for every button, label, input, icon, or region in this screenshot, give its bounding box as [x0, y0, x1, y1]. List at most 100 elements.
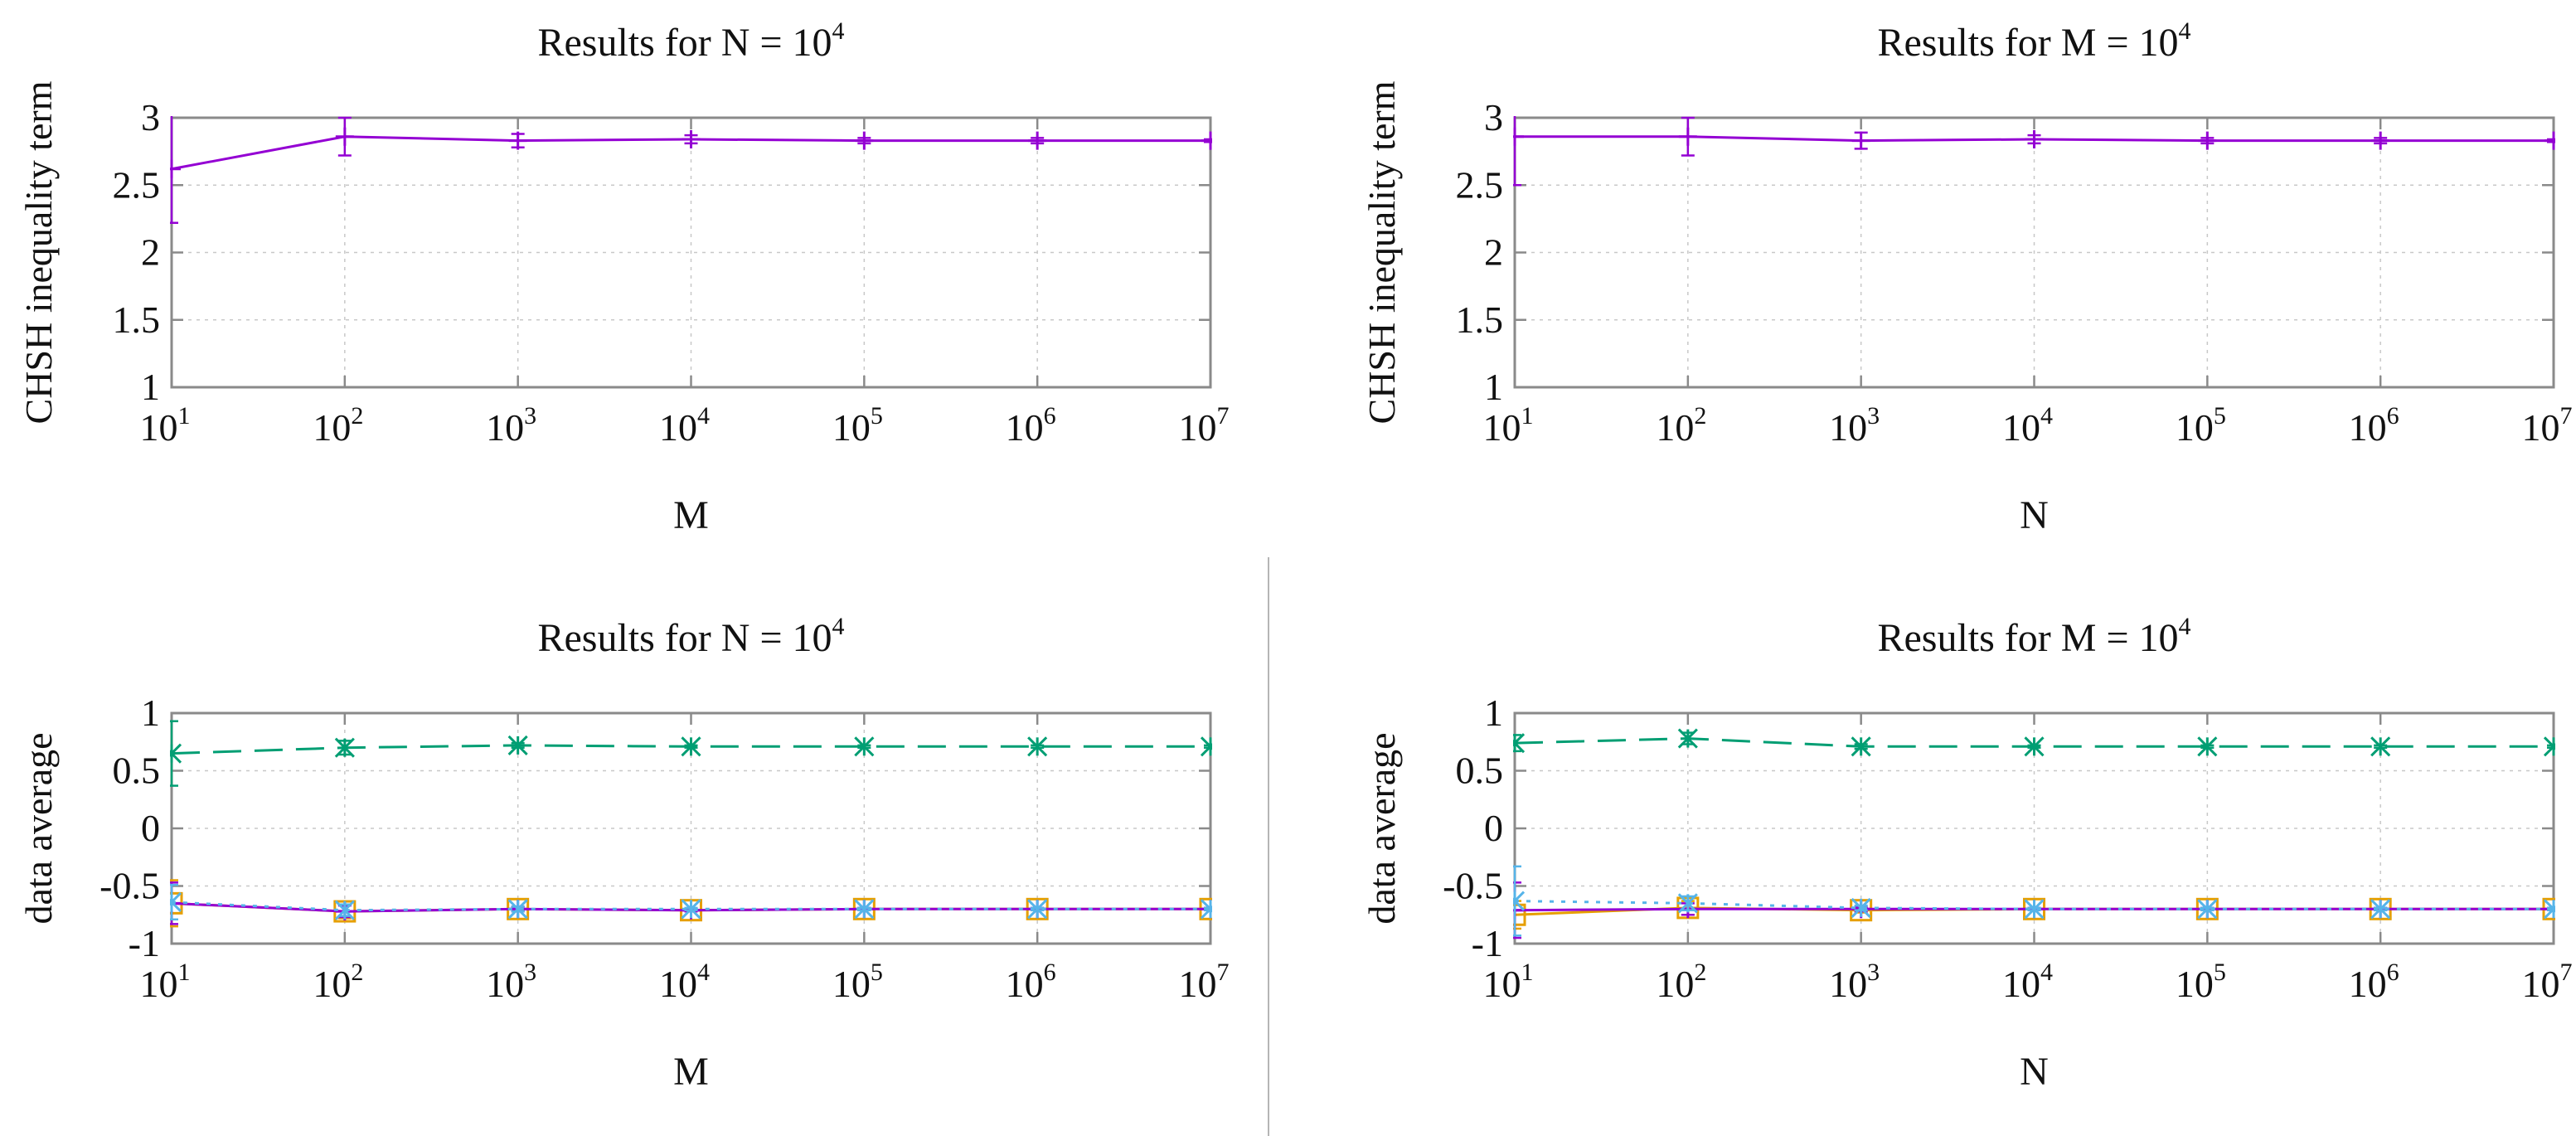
x-tick-exponent: 3: [1867, 959, 1880, 986]
y-tick-label: 1: [141, 692, 160, 734]
data-point: [2543, 899, 2555, 920]
x-tick-label: 101: [140, 959, 191, 1005]
data-point: [1200, 736, 1212, 757]
x-tick-label: 103: [1829, 402, 1880, 449]
x-tick-label: 104: [659, 402, 710, 449]
y-axis-label: CHSH inequality term: [1361, 80, 1403, 424]
x-tick-exponent: 6: [2387, 959, 2399, 986]
data-point: [2370, 899, 2391, 920]
x-tick-label: 107: [2522, 402, 2573, 449]
y-tick-label: 2: [141, 231, 160, 274]
x-tick-base: 10: [140, 963, 178, 1005]
x-tick-base: 10: [1179, 406, 1217, 449]
x-axis-label: M: [673, 1050, 709, 1094]
data-point: [681, 899, 701, 920]
x-tick-base: 10: [832, 963, 871, 1005]
x-tick-exponent: 4: [697, 402, 710, 430]
y-axis-label: data average: [17, 732, 60, 924]
y-tick-label: -0.5: [99, 865, 160, 907]
x-tick-exponent: 1: [1521, 402, 1534, 430]
data-point: [854, 899, 875, 920]
y-tick-label: 1.5: [113, 299, 161, 341]
x-tick-base: 10: [2349, 406, 2387, 449]
x-tick-exponent: 3: [1867, 402, 1880, 430]
x-tick-base: 10: [486, 406, 524, 449]
y-tick-label: 0.5: [113, 750, 161, 792]
data-point: [2371, 131, 2390, 150]
data-point: [681, 736, 701, 757]
x-tick-exponent: 4: [697, 959, 710, 986]
x-tick-base: 10: [2522, 406, 2560, 449]
x-tick-exponent: 1: [178, 959, 191, 986]
x-tick-exponent: 2: [351, 402, 363, 430]
x-tick-base: 10: [1179, 963, 1217, 1005]
data-point: [1677, 728, 1698, 749]
y-tick-label: 1: [141, 366, 160, 408]
y-tick-label: 2: [1484, 231, 1503, 274]
y-axis-label: data average: [1361, 732, 1403, 924]
y-tick-label: -0.5: [1443, 865, 1503, 907]
data-point: [1201, 131, 1212, 150]
data-point: [2370, 736, 2391, 757]
x-tick-base: 10: [140, 406, 178, 449]
data-point: [2024, 899, 2045, 920]
data-point: [2025, 130, 2044, 148]
x-tick-base: 10: [2176, 963, 2214, 1005]
x-tick-base: 10: [486, 963, 524, 1005]
data-point: [170, 743, 182, 764]
x-tick-exponent: 6: [1044, 959, 1056, 986]
x-tick-exponent: 5: [871, 402, 883, 430]
x-tick-label: 103: [486, 959, 536, 1005]
y-axis-label: CHSH inequality term: [17, 80, 60, 424]
x-tick-exponent: 2: [1694, 959, 1706, 986]
y-tick-label: 3: [1484, 96, 1503, 138]
chart-title-superscript: 4: [2179, 17, 2191, 45]
x-tick-label: 105: [2176, 402, 2226, 449]
x-tick-base: 10: [1006, 963, 1044, 1005]
data-point: [1851, 131, 1870, 150]
x-tick-base: 10: [1829, 406, 1867, 449]
x-tick-label: 106: [2349, 402, 2399, 449]
x-tick-exponent: 7: [2560, 402, 2573, 430]
x-tick-exponent: 5: [2214, 959, 2226, 986]
x-tick-label: 102: [313, 959, 363, 1005]
x-tick-exponent: 4: [2040, 959, 2053, 986]
data-point: [507, 899, 528, 920]
series-e1: [170, 720, 1212, 787]
data-point: [2543, 736, 2555, 757]
data-point: [334, 900, 355, 920]
x-tick-label: 102: [1656, 959, 1706, 1005]
x-tick-exponent: 6: [2387, 402, 2399, 430]
x-tick-label: 104: [2002, 959, 2053, 1005]
data-point: [334, 737, 355, 758]
x-axis-label: M: [673, 493, 709, 537]
x-tick-base: 10: [832, 406, 871, 449]
series-chsh: [1513, 116, 2555, 187]
x-tick-exponent: 1: [178, 402, 191, 430]
x-tick-label: 104: [659, 959, 710, 1005]
y-tick-label: 1: [1484, 692, 1503, 734]
series-e1: [1513, 728, 2555, 757]
x-tick-base: 10: [2349, 963, 2387, 1005]
x-tick-label: 106: [1006, 959, 1056, 1005]
x-tick-exponent: 7: [1217, 402, 1230, 430]
x-tick-label: 101: [1483, 402, 1534, 449]
y-tick-label: 0.5: [1456, 750, 1504, 792]
data-point: [2197, 899, 2218, 920]
x-tick-label: 105: [832, 402, 883, 449]
x-tick-label: 107: [1179, 402, 1230, 449]
x-tick-label: 107: [2522, 959, 2573, 1005]
x-tick-exponent: 3: [524, 402, 536, 430]
data-point: [855, 131, 874, 150]
x-tick-base: 10: [659, 406, 697, 449]
data-point: [1851, 897, 1871, 918]
x-tick-label: 104: [2002, 402, 2053, 449]
y-tick-label: 0: [141, 807, 160, 849]
chart-title: Results for N = 104: [537, 613, 844, 660]
x-tick-base: 10: [1656, 406, 1694, 449]
x-tick-base: 10: [2522, 963, 2560, 1005]
x-tick-base: 10: [313, 406, 351, 449]
